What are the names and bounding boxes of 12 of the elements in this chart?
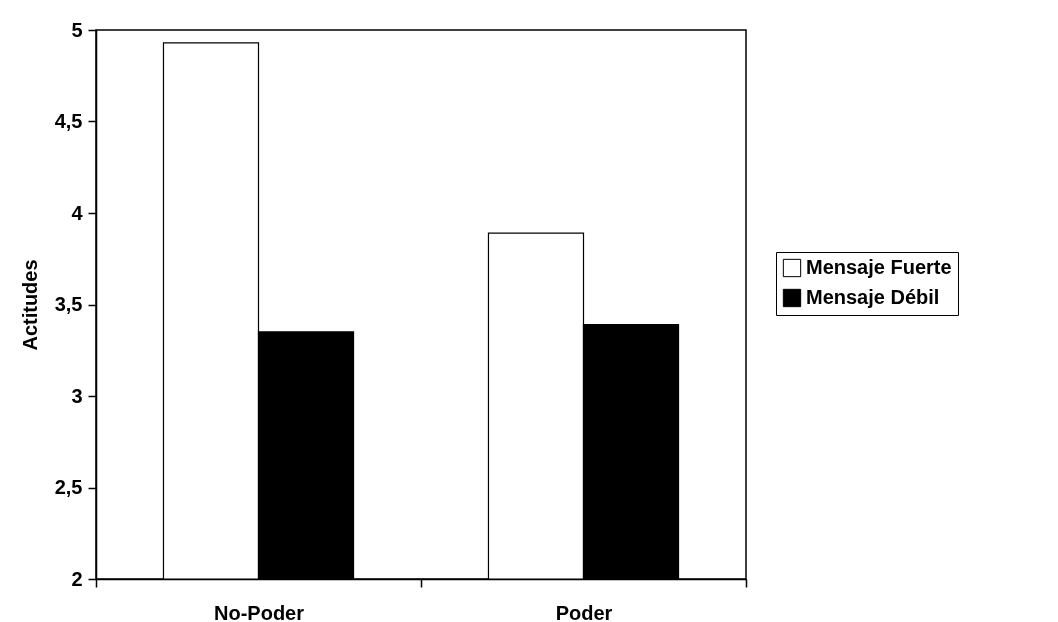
x-tick-label: Poder: [555, 601, 613, 622]
y-tick-label: 3,5: [54, 293, 83, 315]
y-tick-label: 5: [71, 18, 83, 41]
y-tick-label: 4,5: [54, 110, 83, 132]
y-axis-title: Actitudes: [18, 259, 41, 351]
y-tick-label: 2,5: [54, 476, 83, 498]
legend-label: Mensaje Débil: [806, 286, 940, 308]
y-tick-label: 4: [71, 201, 84, 224]
x-tick-label: No-Poder: [214, 601, 305, 622]
y-tick-label: 3: [71, 384, 83, 407]
legend-label: Mensaje Fuerte: [806, 256, 952, 278]
y-tick-label: 2: [71, 567, 83, 590]
